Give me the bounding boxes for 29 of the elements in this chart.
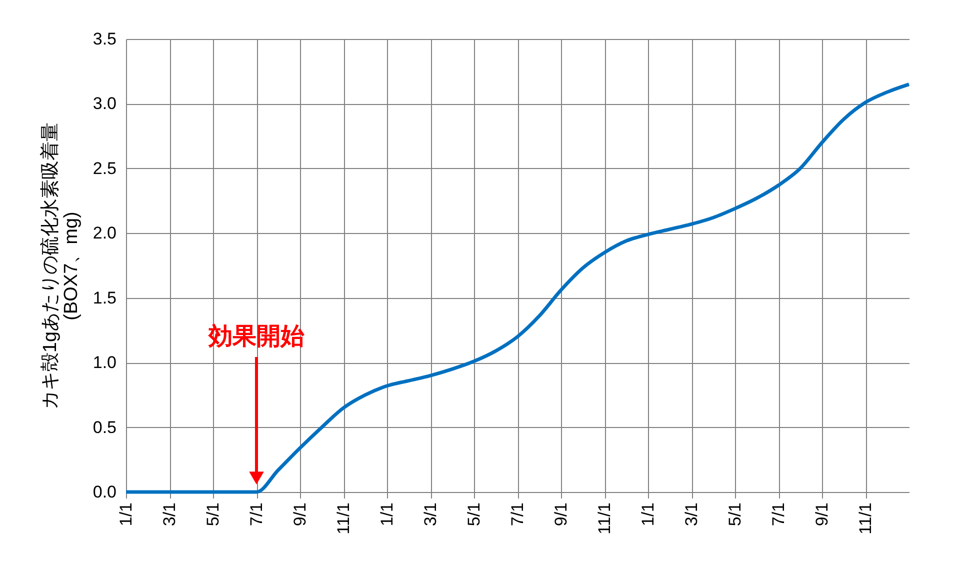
y-tick-label: 3.0 <box>92 94 116 114</box>
y-tick-label: 3.5 <box>92 30 116 48</box>
x-tick-label: 11/1 <box>334 502 353 534</box>
x-tick-label: 11/1 <box>856 502 875 534</box>
y-tick-label: 2.0 <box>92 224 116 243</box>
y-axis-title: カキ殻1gあたりの硫化水素吸着量 (BOX7、mg) <box>38 122 82 410</box>
y-tick-label: 0.0 <box>92 482 116 502</box>
x-tick-label: 7/1 <box>247 502 266 526</box>
x-tick-label: 9/1 <box>812 502 832 526</box>
x-tick-label: 7/1 <box>508 502 527 526</box>
x-tick-label: 3/1 <box>682 502 701 526</box>
x-tick-label: 1/1 <box>378 502 396 526</box>
y-tick-label: 1.0 <box>92 353 116 372</box>
x-tick-label: 5/1 <box>204 502 222 526</box>
x-tick-label: 1/1 <box>638 502 658 526</box>
x-tick-label: 3/1 <box>160 502 179 526</box>
y-tick-label: 1.5 <box>92 288 116 308</box>
x-tick-label: 1/1 <box>116 502 136 526</box>
x-tick-label: 9/1 <box>290 502 310 526</box>
y-tick-label: 0.5 <box>92 418 116 437</box>
y-tick-label: 2.5 <box>92 158 116 178</box>
x-tick-label: 7/1 <box>769 502 788 526</box>
annotation: 効果開始 <box>208 323 304 350</box>
x-tick-label: 5/1 <box>464 502 484 526</box>
x-tick-label: 3/1 <box>421 502 440 526</box>
x-tick-label: 11/1 <box>595 502 614 534</box>
line-series <box>124 82 911 494</box>
x-tick-label: 5/1 <box>726 502 744 526</box>
x-tick-label: 9/1 <box>552 502 570 526</box>
